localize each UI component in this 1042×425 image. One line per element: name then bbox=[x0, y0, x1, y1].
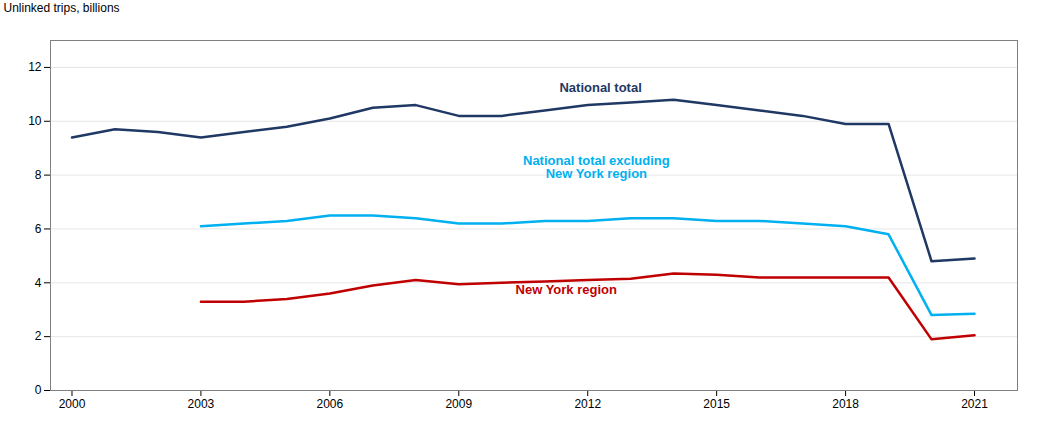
svg-text:0: 0 bbox=[35, 383, 42, 397]
svg-text:Unlinked trips, billions: Unlinked trips, billions bbox=[4, 1, 120, 15]
svg-text:2006: 2006 bbox=[317, 397, 344, 411]
svg-text:2003: 2003 bbox=[188, 397, 215, 411]
svg-text:2012: 2012 bbox=[574, 397, 601, 411]
svg-text:New York region: New York region bbox=[516, 282, 617, 297]
svg-text:12: 12 bbox=[28, 60, 42, 74]
svg-text:National total: National total bbox=[559, 80, 641, 95]
svg-text:2009: 2009 bbox=[445, 397, 472, 411]
svg-text:2015: 2015 bbox=[703, 397, 730, 411]
svg-text:4: 4 bbox=[35, 276, 42, 290]
svg-text:8: 8 bbox=[35, 168, 42, 182]
svg-text:10: 10 bbox=[28, 114, 42, 128]
svg-text:2000: 2000 bbox=[59, 397, 86, 411]
svg-text:2: 2 bbox=[35, 329, 42, 343]
svg-text:6: 6 bbox=[35, 222, 42, 236]
svg-text:National total excludingNew Yo: National total excludingNew York region bbox=[523, 153, 670, 181]
svg-text:2021: 2021 bbox=[961, 397, 988, 411]
svg-text:2018: 2018 bbox=[832, 397, 859, 411]
